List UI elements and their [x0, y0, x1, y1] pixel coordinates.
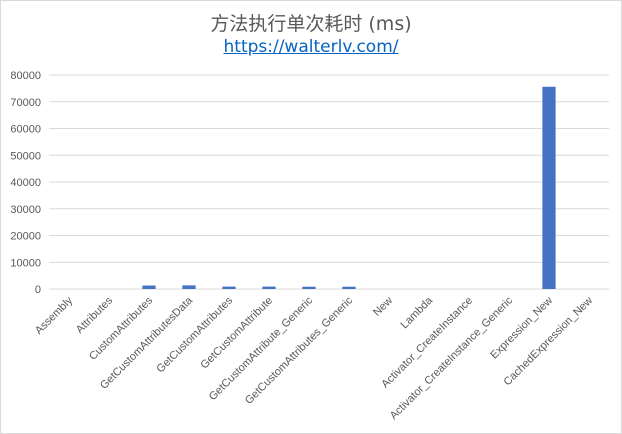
bar-getcustomattribute-generic	[302, 286, 316, 289]
x-tick-label: GetCustomAttribute	[198, 295, 275, 372]
x-tick-label: Attributes	[74, 294, 116, 336]
bar-customattributes	[142, 285, 156, 289]
y-tick-label: 30000	[10, 204, 41, 216]
x-tick-label: Lambda	[399, 294, 436, 331]
x-tick-label: GetCustomAttributes	[154, 294, 235, 375]
bar-getcustomattributes	[222, 286, 236, 289]
y-tick-label: 40000	[10, 177, 41, 189]
bar-getcustomattributesdata	[182, 285, 196, 289]
bar-getcustomattribute	[262, 286, 276, 289]
x-tick-label: Assembly	[33, 294, 76, 337]
y-tick-label: 50000	[10, 150, 41, 162]
x-tick-label: New	[371, 295, 395, 319]
y-tick-label: 20000	[10, 231, 41, 243]
chart-subtitle-link[interactable]: https://walterlv.com/	[223, 37, 399, 57]
y-tick-label: 10000	[10, 257, 41, 269]
bar-getcustomattributes-generic	[342, 286, 356, 289]
y-tick-label: 60000	[10, 124, 41, 136]
y-tick-label: 0	[35, 284, 41, 296]
y-tick-label: 80000	[10, 70, 41, 82]
chart-title: 方法执行单次耗时 (ms)	[210, 13, 412, 35]
y-tick-label: 70000	[10, 97, 41, 109]
bar-expression-new	[542, 86, 556, 290]
